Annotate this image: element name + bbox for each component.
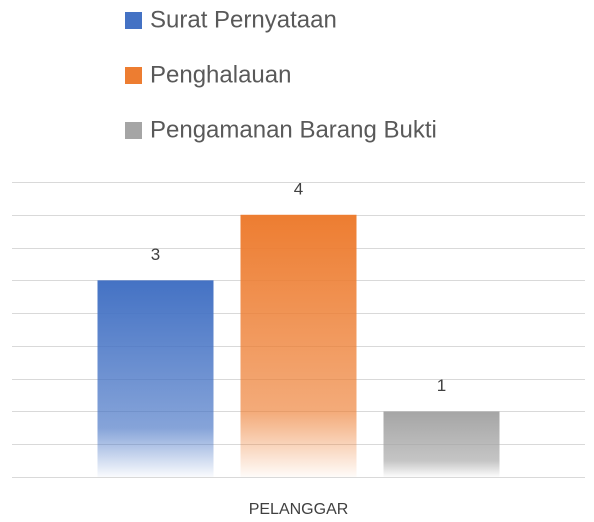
legend-label: Surat Pernyataan (150, 6, 337, 33)
legend-swatch (125, 122, 142, 139)
legend-swatch (125, 67, 142, 84)
legend-label: Penghalauan (150, 61, 291, 88)
data-label: 1 (437, 376, 446, 395)
legend-label: Pengamanan Barang Bukti (150, 116, 437, 143)
data-label: 4 (294, 179, 303, 198)
legend-swatch (125, 12, 142, 29)
bar (240, 214, 357, 477)
bar (383, 411, 500, 477)
bar (97, 280, 214, 477)
data-label: 3 (151, 245, 160, 264)
x-tick-label: PELANGGAR (249, 501, 349, 518)
